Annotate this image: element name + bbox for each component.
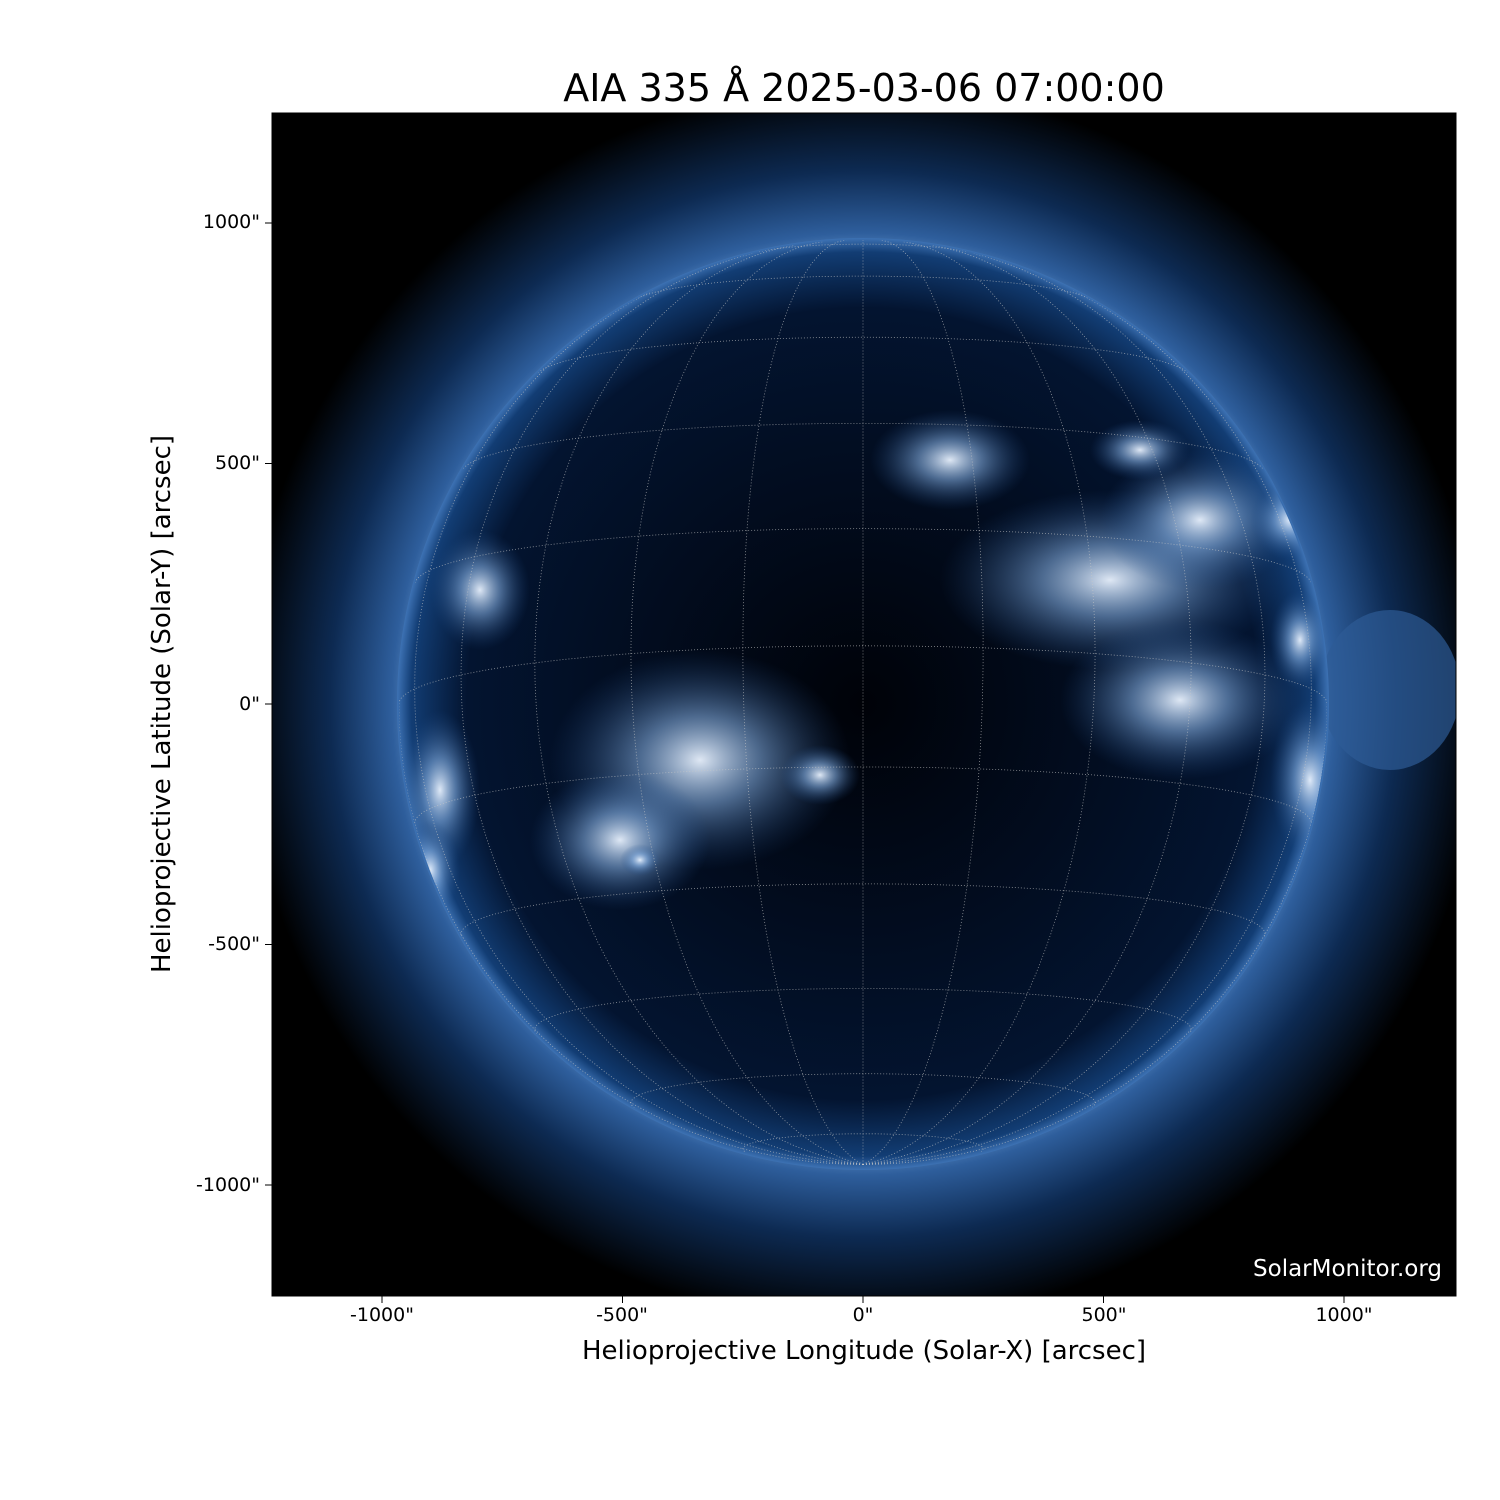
y-tick-label: -500" [208, 933, 260, 955]
grid-line [862, 703, 1327, 1165]
grid-line [758, 243, 968, 253]
active-region [1270, 590, 1327, 690]
x-axis-label: Helioprojective Longitude (Solar-X) [arc… [581, 1336, 1147, 1366]
active-region [1090, 420, 1190, 480]
y-tick-label: 0" [239, 693, 260, 715]
watermark: SolarMonitor.org [1253, 1256, 1442, 1282]
grid-line [399, 703, 864, 1165]
chart-title: AIA 335 Å 2025-03-06 07:00:00 [563, 66, 1165, 110]
x-tick-label: 0" [852, 1304, 874, 1326]
y-tick-label: 500" [214, 452, 260, 474]
active-region [1270, 700, 1327, 860]
grid-line [630, 1073, 1096, 1109]
active-region [1100, 450, 1300, 590]
x-tick-label: 1000" [1315, 1304, 1373, 1326]
grid-line [414, 528, 1312, 584]
heliographic-grid [399, 240, 1327, 1165]
x-tick-label: -1000" [350, 1304, 414, 1326]
y-tick-label: 1000" [202, 211, 260, 233]
solar-disk [397, 238, 1329, 1170]
active-region [870, 410, 1030, 510]
grid-line [742, 1133, 984, 1152]
y-tick-label: -1000" [196, 1174, 260, 1196]
grid-line [862, 241, 1096, 1165]
grid-line [399, 645, 1327, 705]
y-axis-label: Helioprojective Latitude (Solar-Y) [arcs… [147, 434, 177, 974]
grid-line [462, 423, 1264, 469]
x-tick-label: 500" [1081, 1304, 1127, 1326]
active-region [530, 770, 710, 910]
active-region [620, 844, 660, 876]
grid-line [630, 241, 864, 1165]
grid-line [862, 244, 1192, 1165]
active-region [430, 530, 530, 650]
grid-line [534, 244, 864, 1165]
x-tick-label: -500" [596, 1304, 648, 1326]
active-regions [400, 410, 1327, 920]
limb-loop [1320, 610, 1456, 770]
active-region [1060, 620, 1300, 780]
active-region [780, 745, 860, 805]
tick-marks [265, 222, 1345, 1303]
grid-line [537, 336, 1189, 373]
